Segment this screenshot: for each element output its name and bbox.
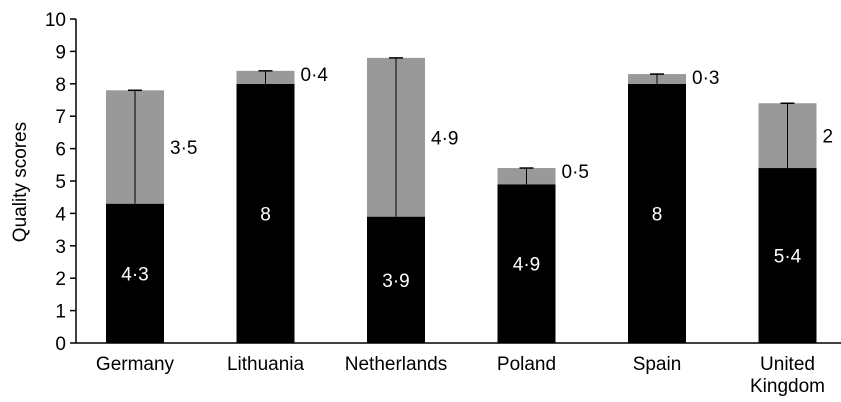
y-axis-label: Quality scores: [10, 122, 31, 242]
x-tick-label: Spain: [633, 354, 682, 375]
data-label-upper: 3·5: [170, 138, 197, 159]
x-tick-label: United: [760, 354, 815, 375]
y-tick-label: 10: [45, 10, 66, 31]
data-label-lower: 4·9: [513, 255, 540, 276]
data-labels-group: 4·3 3·5 8 0·4 3·9 4·9 4·9 0·5 8 0·3 5·4 2: [121, 65, 833, 292]
x-tick-label: Netherlands: [345, 354, 447, 375]
bar-segment-lower: [497, 184, 556, 343]
error-bars-group: [128, 57, 795, 217]
data-label-lower: 8: [652, 204, 663, 225]
data-label-upper: 4·9: [431, 128, 458, 149]
y-tick-label: 1: [55, 302, 66, 323]
bar-segment-lower: [628, 83, 686, 344]
data-label-upper: 2: [823, 127, 834, 148]
y-tick-label: 7: [55, 107, 66, 128]
y-tick-label: 6: [55, 140, 66, 161]
data-label-lower: 3·9: [382, 271, 409, 292]
y-tick-label: 5: [55, 172, 66, 193]
bar-segment-lower: [367, 216, 425, 343]
x-tick-label: Kingdom: [750, 376, 825, 397]
y-tick-label: 9: [55, 42, 66, 63]
bar-segment-lower: [758, 168, 817, 343]
y-tick-label: 2: [55, 269, 66, 290]
y-tick-label: 0: [55, 334, 66, 355]
axes-group: Germany Lithuania Netherlands Poland Spain Un…: [45, 10, 841, 397]
data-label-lower: 8: [260, 204, 271, 225]
x-tick-label: Poland: [497, 354, 556, 375]
y-tick-label: 4: [55, 204, 66, 225]
data-label-upper: 0·3: [692, 68, 719, 89]
bar-segment-lower: [236, 83, 295, 344]
bar-segment-lower: [106, 203, 164, 343]
x-tick-label: Germany: [96, 354, 175, 375]
y-tick-label: 3: [55, 237, 66, 258]
bars-group: [106, 57, 817, 344]
data-label-lower: 4·3: [121, 264, 148, 285]
data-label-upper: 0·5: [562, 162, 589, 183]
y-tick-label: 8: [55, 75, 66, 96]
data-label-lower: 5·4: [774, 247, 802, 268]
x-tick-label: Lithuania: [227, 354, 305, 375]
data-label-upper: 0·4: [301, 65, 329, 86]
